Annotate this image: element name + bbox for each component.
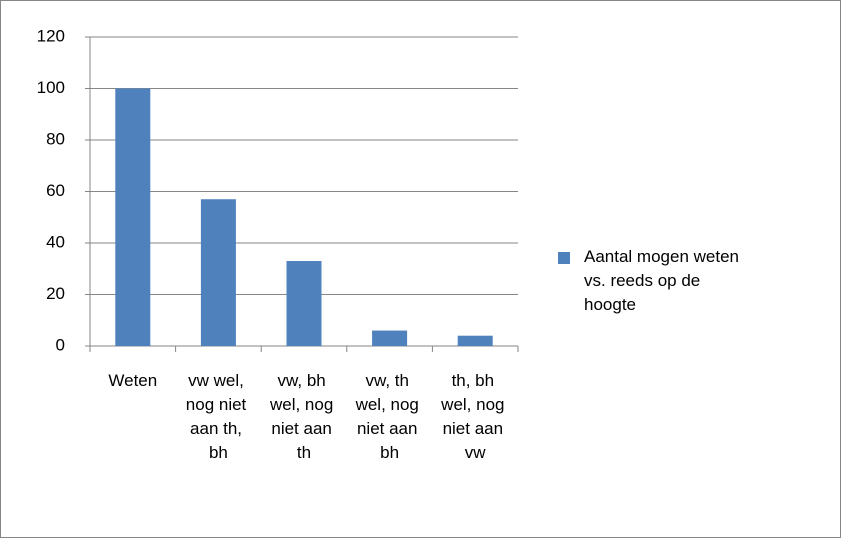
bar [115,88,151,346]
y-tick-label: 0 [56,335,65,354]
bar [286,261,322,346]
y-tick-label: 80 [46,129,65,148]
bar [372,330,408,346]
y-tick-label: 60 [46,181,65,200]
x-tick-label: vw, bh wel, nog niet aan th [269,371,338,462]
y-tick-label: 100 [37,78,65,97]
bar [457,335,493,346]
x-tick-label: vw wel, nog niet aan th, bh [186,371,251,462]
legend-label: Aantal mogen weten vs. reeds op de hoogt… [584,247,744,314]
y-tick-label: 20 [46,284,65,303]
x-tick-label: th, bh wel, nog niet aan vw [440,371,509,462]
y-tick-label: 120 [37,26,65,45]
legend-swatch [558,252,570,264]
y-tick-label: 40 [46,232,65,251]
x-tick-label: vw, th wel, nog niet aan bh [355,371,424,462]
bar [200,199,236,346]
x-tick-label: Weten [108,371,157,390]
